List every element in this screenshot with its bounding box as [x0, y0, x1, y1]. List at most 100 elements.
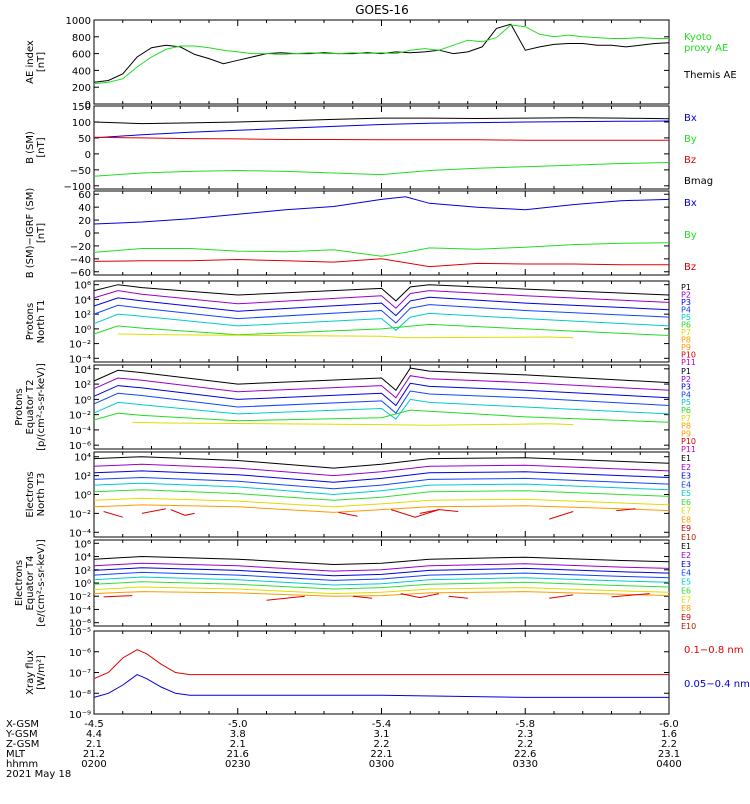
panel-1-series-themis-ae	[93, 23, 670, 83]
panel-7-series-e7	[93, 586, 670, 595]
panel-6-segment	[390, 509, 459, 518]
panel-5-ytick-label: 10⁰	[74, 395, 91, 406]
panel-6-legend-e3: E3	[681, 472, 691, 481]
panel-2-series-by	[93, 162, 670, 177]
panel-7-ytick-label: 10⁻⁴	[69, 605, 91, 616]
xaxis-tick-value: 21.2	[83, 749, 105, 760]
panel-5-ytick-label: 10⁻⁴	[69, 426, 91, 437]
xaxis-tick-value: 4.4	[86, 729, 102, 740]
panel-6-legend-e2: E2	[681, 463, 691, 472]
panel-2-ytick-label: −50	[70, 166, 91, 177]
panel-5-ylabel: Equator T2	[25, 380, 36, 435]
panel-6-ytick-label: 10²	[74, 472, 91, 483]
panel-2-series-bz	[93, 136, 669, 141]
panel-3-legend-item: Bx	[684, 198, 697, 209]
panel-4-series-p7	[117, 333, 574, 339]
panel-1-ytick-label: 0	[85, 100, 91, 111]
panel-6-series-e1	[93, 456, 670, 469]
panel-4-legend-p10: P10	[681, 351, 696, 360]
panel-6-series-e4	[93, 476, 670, 490]
panel-8-series-0-05-0-4-nm	[93, 674, 669, 698]
panel-5-legend-p11: P11	[681, 445, 696, 454]
xaxis-tick-value: -5.8	[515, 719, 535, 730]
xaxis-tick-value: 2.1	[230, 739, 246, 750]
panel-3-ytick-label: 40	[78, 203, 91, 214]
xaxis-tick-value: -5.0	[228, 719, 248, 730]
panel-6-legend-e5: E5	[681, 489, 691, 498]
panel-4-legend-p6: P6	[681, 321, 691, 330]
panel-7-legend-e4: E4	[681, 569, 691, 578]
xaxis-tick-value: 3.1	[374, 729, 390, 740]
panel-2-series-bmag	[93, 117, 670, 125]
panel-8-legend-item: 0.1−0.8 nm	[684, 645, 743, 656]
xaxis-tick-value: 0400	[656, 759, 681, 770]
panel-4-ylabel: North T1	[36, 300, 47, 344]
panel-8-frame	[93, 630, 670, 715]
panel-8-ytick-label: 10⁻⁹	[69, 710, 91, 721]
panel-4-series-p1	[93, 284, 670, 302]
panel-4-ytick-label: 10⁻⁴	[69, 354, 91, 365]
panel-2-series-bx	[93, 120, 670, 139]
panel-7-ytick-label: 10⁻⁶	[69, 619, 91, 630]
panel-6-segment	[338, 511, 358, 517]
panel-2-legend-item: Bx	[684, 113, 697, 124]
panel-5-ylabel: [p/(cm²-s-sr-keV)]	[36, 363, 47, 451]
panel-7-ylabel: Electrons	[14, 560, 25, 606]
panel-6-segment	[170, 509, 195, 516]
panel-7-ytick-label: 10⁰	[74, 579, 91, 590]
panel-4-legend-p2: P2	[681, 291, 691, 300]
panel-7-legend-e6: E6	[681, 586, 691, 595]
panel-7-segment	[103, 595, 133, 598]
panel-4-ylabel: Protons	[25, 303, 36, 340]
panel-3-ytick-label: 60	[78, 190, 91, 201]
panel-5-series-p3	[93, 382, 670, 407]
panel-4-series-p3	[93, 296, 670, 317]
panel-1-ytick-label: 200	[72, 83, 91, 94]
panel-5-series-p6	[93, 409, 670, 423]
xaxis-tick-value: 0200	[81, 759, 106, 770]
panel-7-segment	[448, 595, 468, 599]
panel-5-series-p7	[132, 421, 574, 426]
panel-6-ytick-label: 10⁻²	[69, 509, 91, 520]
panel-8-legend-item: 0.05−0.4 nm	[684, 679, 750, 690]
panel-6-segment	[141, 508, 166, 514]
panel-7-series-e8	[93, 591, 670, 597]
xaxis-tick-value: 23.1	[658, 749, 680, 760]
panel-7-series-e2	[93, 562, 670, 572]
panel-5-series-p5	[93, 398, 670, 420]
panel-3-legend-item: By	[684, 230, 697, 241]
panel-8-ytick-label: 10⁻⁸	[69, 689, 91, 700]
xaxis-row-label: hhmm	[6, 759, 38, 770]
panel-1-legend-item: Kyoto	[684, 32, 712, 43]
panel-3-ytick-label: −20	[70, 242, 91, 253]
panel-1-ytick-label: 1000	[66, 16, 91, 27]
panel-1-legend-item: Themis AE	[683, 70, 737, 81]
panel-4-legend-p1: P1	[681, 283, 691, 292]
panel-8-ytick-label: 10⁻⁵	[69, 627, 91, 638]
xaxis-tick-value: 0330	[513, 759, 538, 770]
panel-4-legend-p7: P7	[681, 328, 691, 337]
panel-6-series-e7	[93, 497, 670, 508]
panel-5-legend-p9: P9	[681, 429, 691, 438]
panel-4-series-p4	[93, 304, 670, 324]
panel-7-series-e3	[93, 567, 670, 577]
panel-3-series-bz	[93, 258, 669, 268]
panel-8-ytick-label: 10⁻⁷	[69, 669, 91, 680]
panel-5-ytick-label: 10²	[74, 380, 91, 391]
panel-7-legend-e10: E10	[681, 622, 696, 631]
xaxis-tick-value: 2.3	[517, 729, 533, 740]
panel-2-ytick-label: 0	[85, 150, 91, 161]
xaxis-tick-value: 22.1	[370, 749, 392, 760]
panel-4-series-p6	[93, 323, 670, 336]
panel-7-ylabel: [e/(cm²-s-sr-keV)]	[36, 539, 47, 627]
panel-3-ytick-label: 0	[85, 229, 91, 240]
xaxis-row-label: X-GSM	[6, 719, 39, 730]
panel-3-ylabel: [nT]	[36, 223, 47, 243]
panel-6-segment	[103, 511, 123, 518]
panel-6-ytick-label: 10⁰	[74, 491, 91, 502]
panel-7-segment	[549, 594, 574, 599]
xaxis-tick-value: -4.5	[84, 719, 104, 730]
panel-6-segment	[616, 508, 636, 512]
panel-5-legend-p1: P1	[681, 367, 691, 376]
panel-7-ylabel: Equator T4	[25, 556, 36, 611]
